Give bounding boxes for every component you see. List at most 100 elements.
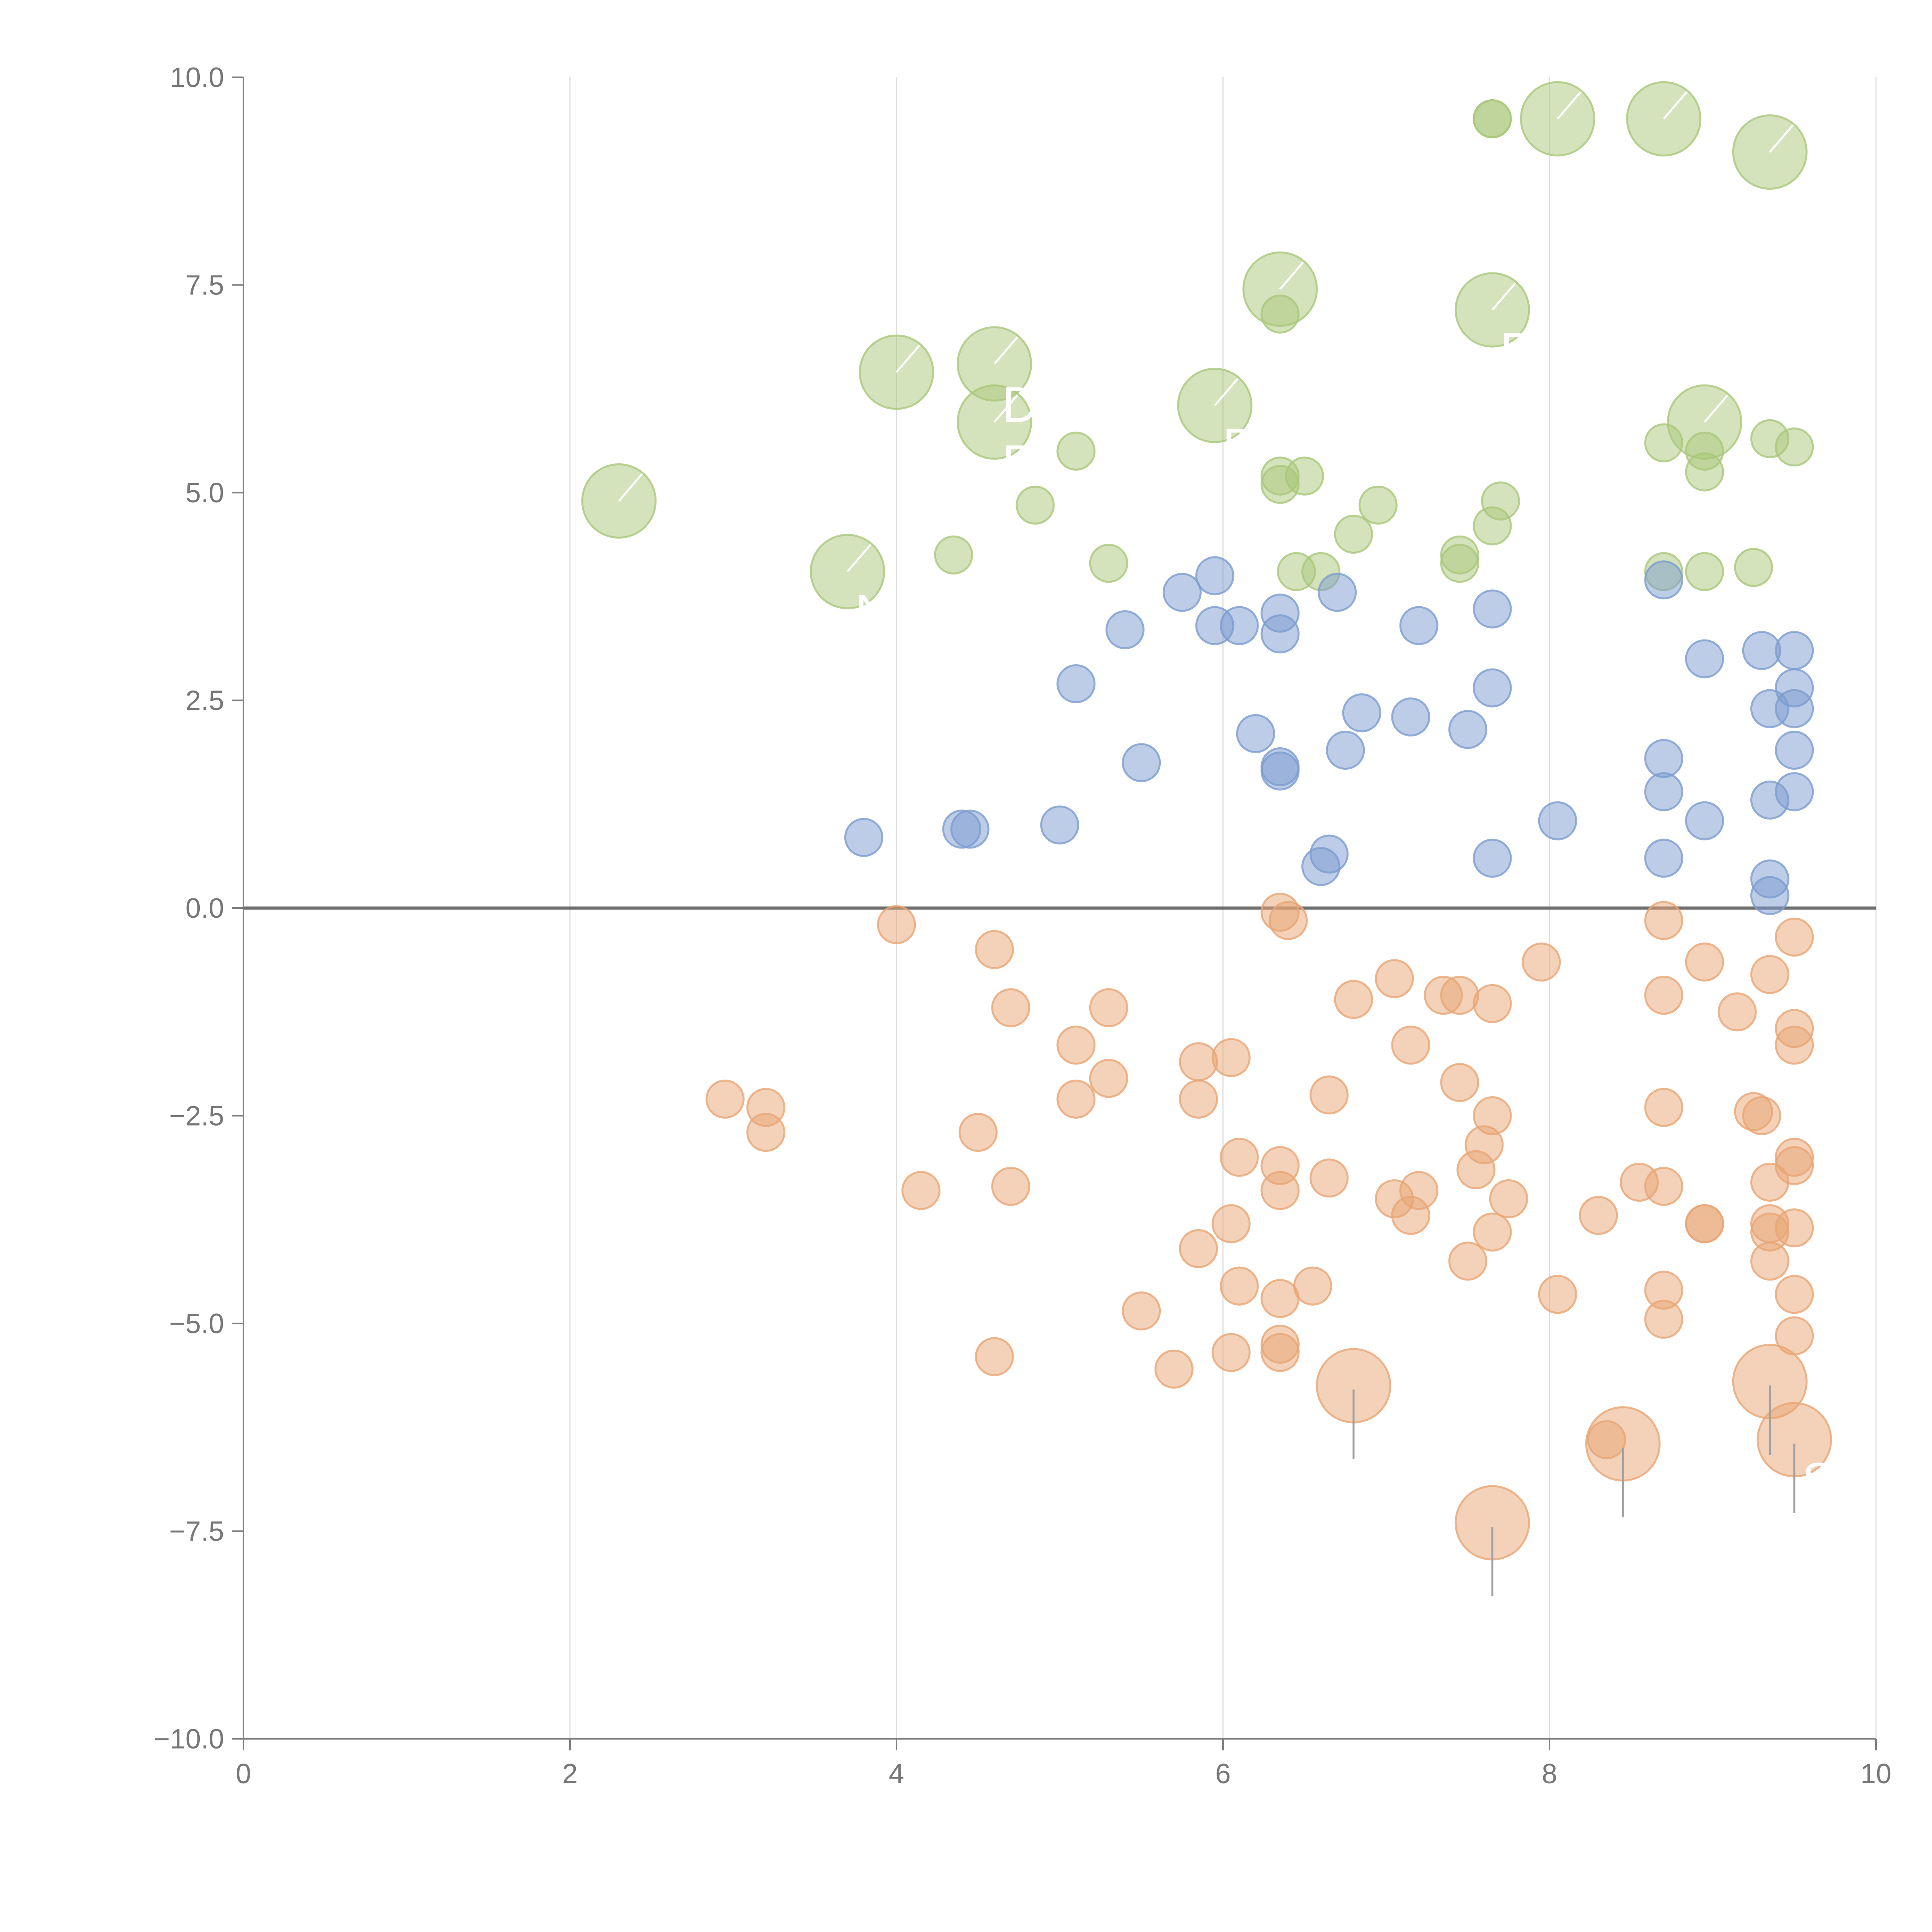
orange-point	[1750, 955, 1789, 994]
orange-point	[1211, 1333, 1251, 1372]
orange-point	[1391, 1026, 1430, 1065]
y-tick-label: 0.0	[185, 893, 224, 924]
green-point	[1473, 99, 1512, 138]
y-tick-label: 10.0	[170, 62, 224, 93]
point-label: N	[855, 584, 891, 640]
orange-point	[975, 1337, 1014, 1376]
blue-point	[1644, 838, 1684, 878]
blue-point	[1685, 801, 1724, 840]
leader-line	[993, 394, 1019, 423]
y-tick-label: 5.0	[185, 478, 224, 509]
orange-point	[958, 1113, 998, 1152]
orange-point	[1489, 1179, 1528, 1218]
orange-point	[1260, 1171, 1300, 1210]
x-tick-label: 4	[889, 1759, 904, 1789]
orange-point	[1211, 1038, 1251, 1077]
blue-point	[1040, 805, 1079, 845]
blue-point	[1105, 610, 1145, 650]
orange-point	[1775, 917, 1814, 957]
orange-point	[1122, 1291, 1161, 1331]
orange-point	[1473, 984, 1512, 1023]
blue-point	[1318, 573, 1357, 612]
axes: 0 2 4 6 8 10 10.0 7.5 5.0 2.5 0.0 −2.5 −5.0 −7.5 −10.0	[154, 62, 1891, 1789]
blue-point	[1750, 876, 1789, 915]
blue-point	[1391, 697, 1430, 736]
orange-point	[1334, 980, 1373, 1019]
blue-point	[1742, 631, 1781, 670]
blue-point	[1538, 801, 1577, 840]
blue-point	[1162, 573, 1202, 612]
orange-point	[1219, 1266, 1259, 1306]
orange-point	[991, 1167, 1031, 1206]
orange-point	[1293, 1266, 1332, 1306]
blue-point	[1326, 731, 1365, 770]
point-label: ST	[1802, 1452, 1866, 1509]
orange-point	[1219, 1138, 1259, 1177]
x-tick-label: 10	[1861, 1759, 1891, 1789]
leader-line	[1557, 91, 1582, 120]
blue-point	[1473, 668, 1512, 707]
leader-line	[1769, 124, 1794, 153]
orange-point	[1775, 1026, 1814, 1065]
orange-point	[1473, 1096, 1512, 1135]
blue-point	[1775, 772, 1814, 811]
orange-point	[1211, 1204, 1251, 1243]
blue-point	[1644, 772, 1684, 811]
leader-line	[1492, 282, 1517, 311]
blue-point	[1301, 847, 1340, 886]
point-label: E	[1002, 434, 1036, 491]
orange-point	[1742, 1096, 1781, 1135]
x-tick-label: 2	[562, 1759, 578, 1789]
green-point	[1285, 456, 1324, 496]
orange-point	[901, 1171, 940, 1210]
green-point	[1056, 432, 1096, 471]
orange-point	[1154, 1349, 1194, 1389]
orange-point	[1448, 1242, 1488, 1281]
blue-point	[1399, 606, 1439, 645]
orange-point	[1644, 1299, 1684, 1339]
green-point	[1775, 427, 1814, 467]
blue-point	[1195, 556, 1235, 595]
blue-point	[1219, 606, 1259, 645]
orange-point	[1644, 901, 1684, 940]
orange-point	[1056, 1026, 1096, 1065]
orange-point	[975, 930, 1014, 969]
point-label: E	[1500, 322, 1534, 379]
green-point	[934, 535, 973, 575]
orange-point	[1399, 1171, 1439, 1210]
blue-point	[1448, 710, 1488, 749]
orange-point	[1260, 1279, 1300, 1318]
leader-line	[1704, 394, 1729, 423]
green-point	[1481, 481, 1520, 520]
orange-point	[877, 905, 916, 944]
blue-point	[1122, 743, 1161, 782]
green-point	[1358, 485, 1398, 525]
orange-point	[1775, 1146, 1814, 1185]
blue-point	[1644, 560, 1684, 600]
orange-point	[991, 988, 1031, 1027]
x-tick-label: 6	[1215, 1759, 1231, 1789]
orange-point	[1179, 1080, 1218, 1119]
green-point	[1015, 485, 1055, 525]
orange-point	[1685, 1204, 1724, 1243]
green-point	[1685, 552, 1724, 591]
orange-point	[1522, 942, 1561, 982]
y-tick-label: −2.5	[169, 1101, 224, 1132]
orange-point	[1269, 901, 1308, 940]
y-tick-label: −5.0	[169, 1308, 224, 1339]
orange-point	[705, 1080, 745, 1119]
blue-point	[1775, 631, 1814, 670]
orange-point	[1375, 959, 1414, 998]
orange-point	[1440, 976, 1480, 1015]
blue-point	[1236, 714, 1275, 753]
orange-point	[1089, 988, 1128, 1027]
leader-line	[993, 336, 1019, 365]
x-tick-label: 0	[236, 1759, 251, 1789]
point-label: D	[1002, 376, 1039, 433]
orange-point	[1473, 1213, 1512, 1252]
orange-point	[1260, 1333, 1300, 1372]
blue-point	[1473, 589, 1512, 629]
orange-point	[1179, 1042, 1218, 1082]
